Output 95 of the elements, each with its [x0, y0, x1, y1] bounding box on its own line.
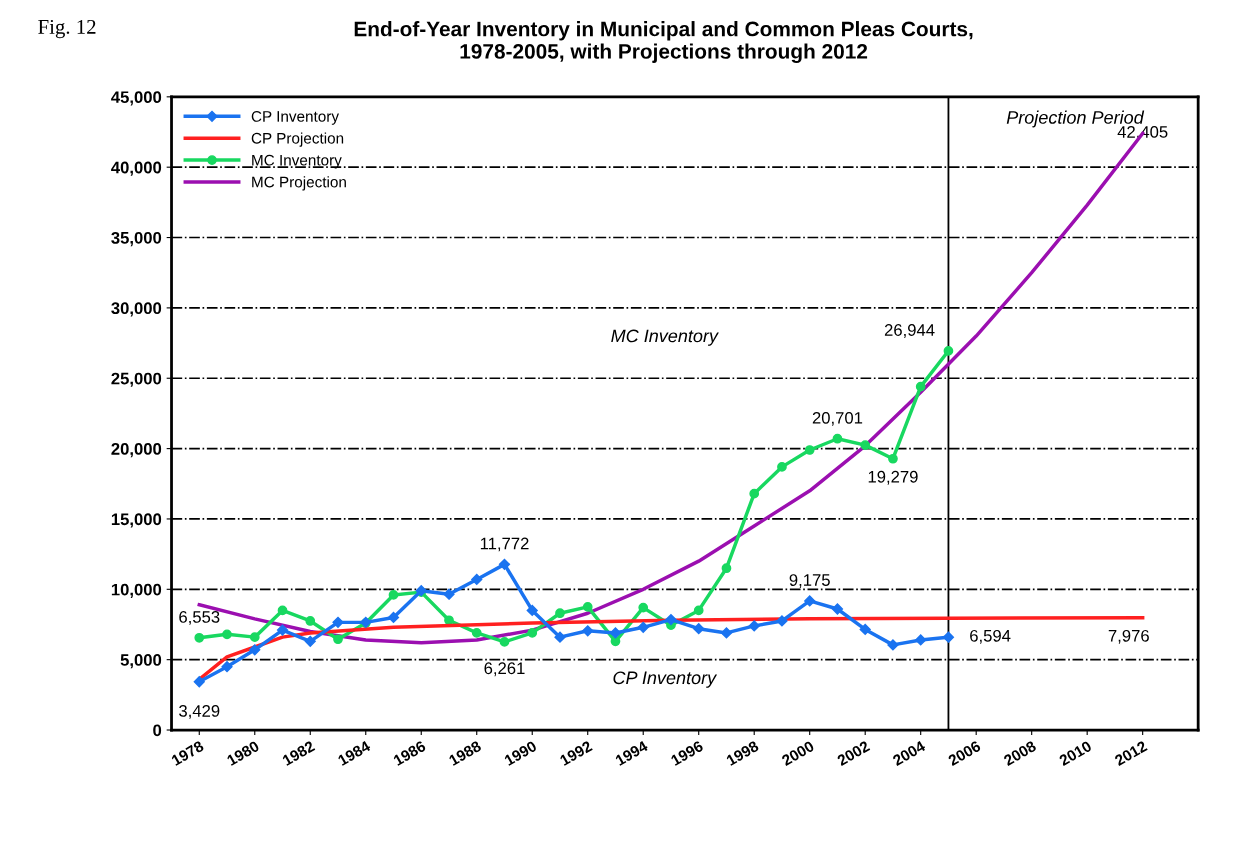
x-tick-label: 2010	[1058, 740, 1093, 767]
point	[249, 632, 260, 643]
x-tick-label: 1980	[226, 740, 260, 766]
point	[693, 605, 704, 616]
point	[915, 634, 927, 646]
point	[804, 445, 815, 455]
point	[222, 629, 232, 640]
x-tick-label: 1994	[614, 740, 649, 766]
point	[498, 558, 511, 570]
y-tick-label: 15,000	[111, 513, 162, 528]
point	[665, 613, 677, 626]
point	[471, 628, 482, 638]
point	[638, 602, 649, 613]
point	[387, 611, 400, 624]
point	[693, 623, 705, 635]
annotation: 26,944	[884, 324, 935, 338]
annotation: 7,976	[1108, 629, 1149, 644]
x-tick-label: 1990	[503, 740, 538, 766]
point	[277, 605, 288, 616]
legend-label: CP Projection	[251, 132, 344, 147]
caption: Fig. 12	[38, 19, 96, 39]
point	[304, 635, 316, 647]
annotation: 6,261	[484, 662, 525, 677]
y-tick-label: 30,000	[111, 302, 162, 317]
annotation: CP Inventory	[613, 671, 718, 688]
point	[637, 621, 649, 633]
point	[887, 639, 899, 651]
point	[859, 623, 871, 636]
x-tick-label: 1986	[392, 740, 427, 766]
x-tick-label: 2006	[947, 740, 982, 767]
point	[943, 346, 954, 356]
point	[388, 590, 399, 600]
point	[582, 625, 594, 637]
y-tick-label: 25,000	[111, 372, 162, 387]
point	[804, 595, 816, 607]
annotation: 9,175	[789, 574, 830, 588]
y-tick-label: 5,000	[120, 654, 162, 669]
x-tick-label: 1996	[670, 740, 704, 766]
point	[527, 628, 538, 638]
annotation: MC Inventory	[611, 329, 719, 346]
annotation: 19,279	[868, 470, 918, 485]
x-tick-label: 2002	[836, 740, 871, 767]
annotation: 6,594	[970, 629, 1011, 644]
point	[777, 462, 787, 472]
annotation: 3,429	[179, 704, 220, 719]
point	[915, 381, 926, 392]
point	[526, 604, 538, 617]
point	[554, 631, 566, 643]
x-tick-label: 2000	[780, 740, 815, 767]
point	[748, 620, 760, 632]
point	[860, 440, 871, 450]
y-tick-label: 20,000	[111, 443, 162, 458]
x-tick-label: 2012	[1113, 740, 1148, 767]
x-tick-label: 1992	[559, 740, 593, 766]
y-tick-label: 45,000	[111, 91, 162, 106]
y-tick-label: 0	[153, 724, 162, 737]
x-tick-label: 1988	[448, 740, 482, 766]
point	[720, 627, 733, 639]
point	[888, 453, 898, 464]
point	[582, 602, 593, 612]
point	[276, 624, 289, 636]
x-tick-label: 1978	[170, 740, 205, 766]
point	[249, 644, 261, 656]
point	[721, 563, 732, 574]
point	[221, 661, 233, 673]
y-tick-label: 10,000	[111, 583, 162, 598]
point	[332, 616, 344, 628]
point	[749, 488, 760, 499]
point	[942, 631, 955, 643]
annotation: 11,772	[480, 537, 529, 552]
legend-label: MC Projection	[252, 176, 346, 191]
point	[305, 616, 316, 626]
point	[555, 608, 565, 619]
y-tick-label: 35,000	[111, 231, 162, 247]
x-tick-label: 1982	[281, 740, 316, 766]
point	[831, 603, 844, 615]
legend-label: MC Inventory	[252, 154, 342, 169]
annotation: 20,701	[812, 411, 863, 426]
point	[333, 634, 343, 645]
legend-label: CP Inventory	[251, 110, 339, 125]
point	[609, 627, 622, 639]
annotation: 42,405	[1117, 126, 1168, 140]
chart-title: End-of-Year Inventory in Municipal and Common Pleas Courts, 1978-2005, with Projections through 2012	[354, 21, 973, 63]
x-tick-label: 1984	[337, 740, 372, 766]
annotation: 6,553	[179, 611, 220, 625]
point	[471, 573, 483, 586]
x-tick-label: 2004	[891, 740, 927, 767]
point	[832, 433, 843, 444]
x-tick-label: 1998	[725, 740, 760, 766]
point	[193, 676, 205, 688]
y-tick-label: 40,000	[111, 161, 162, 176]
x-tick-label: 2008	[1002, 740, 1037, 767]
point	[443, 588, 455, 600]
point	[499, 637, 510, 647]
point	[194, 632, 205, 643]
